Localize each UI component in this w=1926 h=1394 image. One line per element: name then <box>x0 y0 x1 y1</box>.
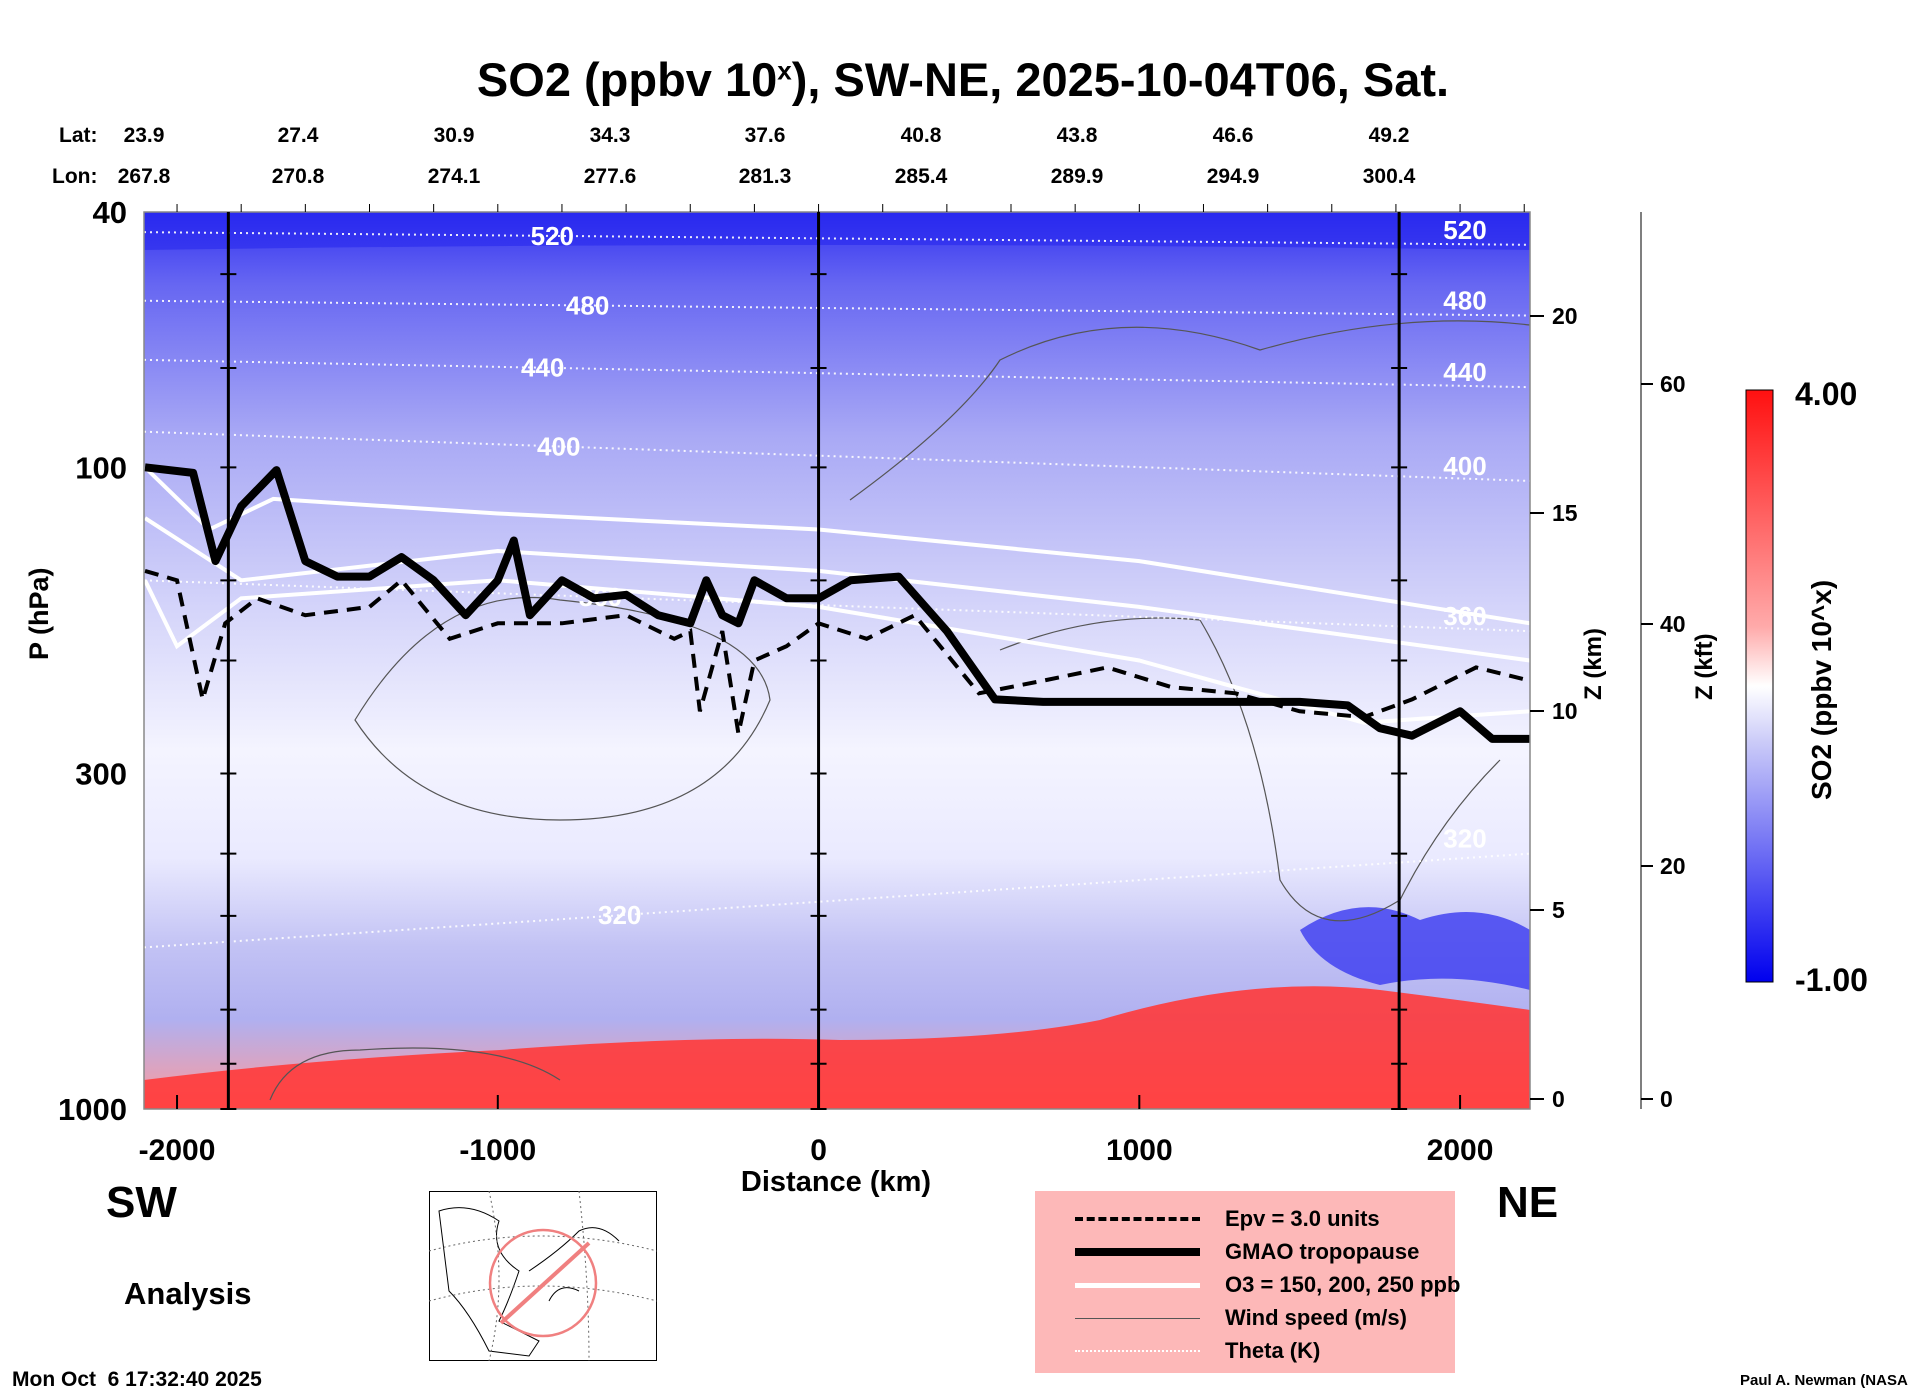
x-tick-label: -1000 <box>459 1134 536 1167</box>
zkft-axis-label: Z (kft) <box>1691 633 1718 700</box>
x-tick-label: 1000 <box>1106 1134 1173 1167</box>
dotted-line-swatch <box>1075 1350 1200 1352</box>
theta-label: 440 <box>1443 357 1486 387</box>
lat-value: 49.2 <box>1368 124 1410 147</box>
y-tick-label: 300 <box>75 756 127 791</box>
sw-label: SW <box>106 1178 177 1227</box>
x-axis-label: Distance (km) <box>740 1166 932 1198</box>
lon-value: 294.9 <box>1206 165 1260 188</box>
theta-label: 480 <box>1443 286 1486 316</box>
y-tick-label: 1000 <box>58 1092 127 1127</box>
zkm-tick-label: 5 <box>1552 897 1565 923</box>
theta-label: 320 <box>598 900 641 930</box>
so2-field <box>144 212 1530 1109</box>
lon-value: 281.3 <box>738 165 792 188</box>
plot-frame <box>143 211 1531 1110</box>
section-path <box>499 1241 591 1325</box>
wind-contour <box>269 1047 561 1101</box>
theta-label: 480 <box>566 290 609 320</box>
lon-value: 289.9 <box>1050 165 1104 188</box>
lat-label: Lat: <box>59 124 98 147</box>
lat-value: 34.3 <box>589 124 631 147</box>
theta-label: 440 <box>521 353 564 383</box>
lon-value: 285.4 <box>894 165 948 188</box>
wind-contour <box>849 320 1530 501</box>
lat-value: 37.6 <box>744 124 786 147</box>
legend-epv: Epv = 3.0 units <box>1225 1206 1380 1231</box>
lon-value: 277.6 <box>583 165 637 188</box>
wind-contour <box>999 617 1501 922</box>
zkft-tick-label: 60 <box>1660 371 1686 397</box>
colorbar-max-label: 4.00 <box>1795 376 1858 412</box>
zkm-tick-label: 0 <box>1552 1086 1565 1112</box>
thin-line-swatch <box>1075 1317 1200 1319</box>
theta-label: 400 <box>1443 451 1486 481</box>
analysis-label: Analysis <box>124 1276 252 1311</box>
zkft-tick-label: 0 <box>1660 1086 1673 1112</box>
y-tick-label: 40 <box>93 195 127 230</box>
theta-label: 400 <box>537 431 580 461</box>
so2-top-region <box>144 212 1530 250</box>
x-tick-label: -2000 <box>139 1134 216 1167</box>
zkm-tick-label: 20 <box>1552 303 1578 329</box>
lat-value: 46.6 <box>1212 124 1254 147</box>
zkm-tick-label: 15 <box>1552 500 1578 526</box>
location-map-inset <box>429 1191 657 1361</box>
lon-value: 267.8 <box>117 165 171 188</box>
y-axis-label: P (hPa) <box>24 567 54 660</box>
legend-tropopause: GMAO tropopause <box>1225 1239 1420 1264</box>
chart-title: SO2 (ppbv 10x), SW-NE, 2025-10-04T06, Sa… <box>476 53 1450 106</box>
lon-value: 300.4 <box>1362 165 1416 188</box>
credit: Paul A. Newman (NASA <box>1740 1372 1908 1389</box>
colorbar <box>1745 389 1774 983</box>
legend: Epv = 3.0 units GMAO tropopause O3 = 150… <box>1035 1191 1460 1373</box>
legend-ozone: O3 = 150, 200, 250 ppb <box>1225 1272 1461 1297</box>
lon-value: 270.8 <box>271 165 325 188</box>
y-tick-label: 100 <box>75 450 127 485</box>
thick-line-swatch <box>1075 1248 1200 1256</box>
theta-label: 520 <box>531 221 574 251</box>
tropopause-line <box>144 463 1530 743</box>
ne-label: NE <box>1497 1178 1559 1227</box>
dashed-line-swatch <box>1075 1217 1200 1221</box>
lat-value: 40.8 <box>900 124 942 147</box>
timestamp: Mon Oct 6 17:32:40 2025 <box>12 1368 262 1391</box>
x-tick-label: 0 <box>810 1134 827 1167</box>
theta-label: 320 <box>1443 824 1486 854</box>
zkft-tick-label: 20 <box>1660 853 1686 879</box>
wind-contour <box>354 596 771 821</box>
lat-value: 30.9 <box>433 124 475 147</box>
ozone-contour <box>144 516 1530 663</box>
coastline <box>438 1207 540 1357</box>
so2-high-band <box>144 986 1530 1109</box>
range-circle <box>488 1228 598 1338</box>
zkm-tick-label: 10 <box>1552 698 1578 724</box>
zkm-axis-label: Z (km) <box>1580 628 1607 700</box>
lon-value: 274.1 <box>427 165 481 188</box>
epv-line <box>144 568 1530 735</box>
so2-low-region <box>1300 907 1530 990</box>
x-tick-label: 2000 <box>1427 1134 1494 1167</box>
colorbar-min-label: -1.00 <box>1795 962 1868 998</box>
colorbar-label: SO2 (ppbv 10^x) <box>1806 579 1837 800</box>
lat-value: 23.9 <box>123 124 165 147</box>
lon-label: Lon: <box>52 165 98 188</box>
legend-theta: Theta (K) <box>1225 1338 1321 1363</box>
lat-value: 43.8 <box>1056 124 1098 147</box>
white-line-swatch <box>1075 1282 1200 1288</box>
lat-value: 27.4 <box>277 124 319 147</box>
theta-label: 520 <box>1443 215 1486 245</box>
legend-wind: Wind speed (m/s) <box>1225 1305 1407 1330</box>
zkft-tick-label: 40 <box>1660 611 1686 637</box>
